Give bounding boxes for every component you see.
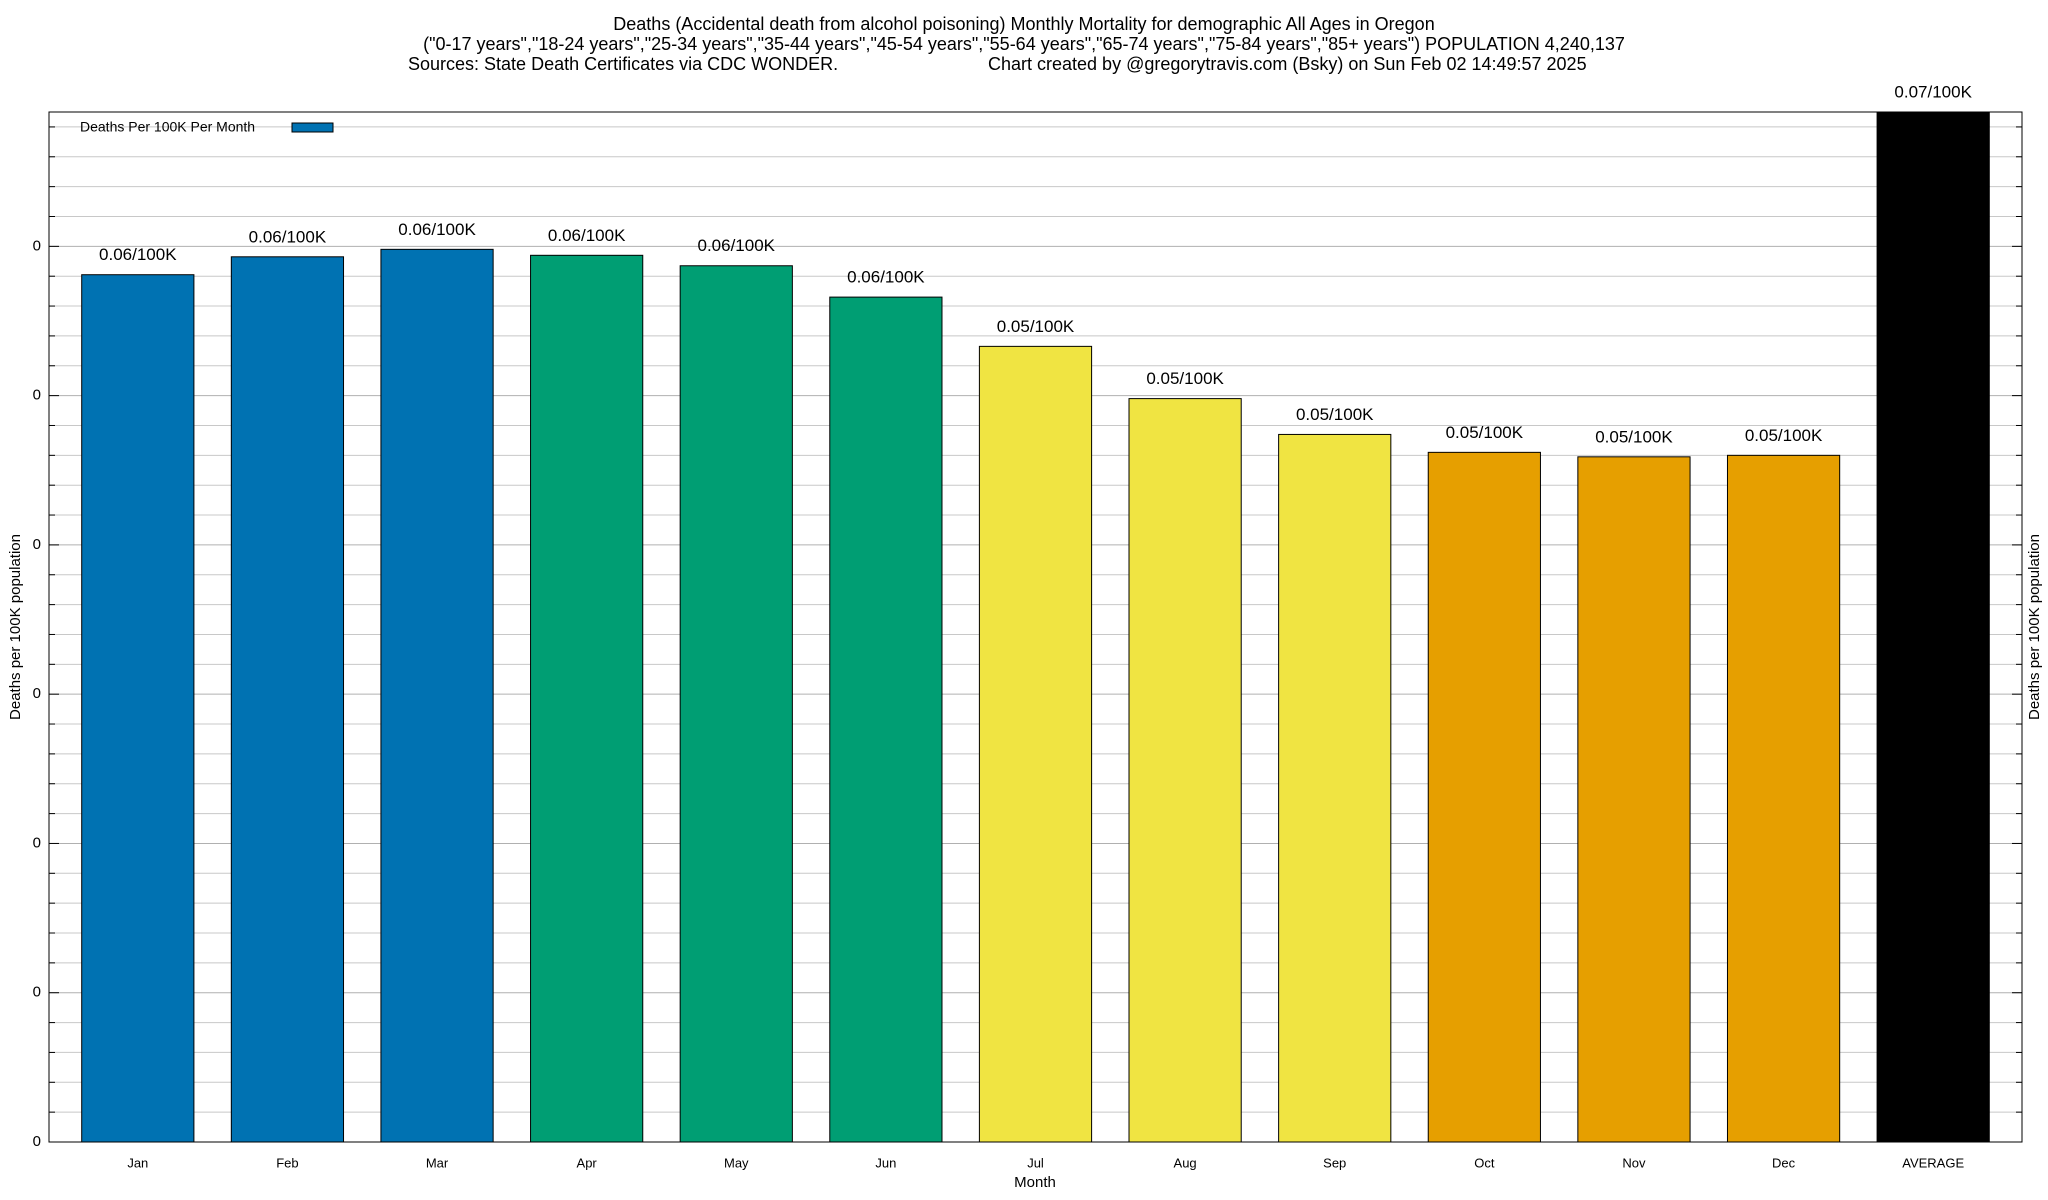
bar <box>978 345 1093 1143</box>
y-axis-label: Deaths per 100K population <box>7 534 24 720</box>
x-tick-label: Jul <box>1027 1155 1044 1170</box>
bar <box>1876 111 1990 1143</box>
y-tick-label: 0 <box>33 834 41 851</box>
value-label: 0.05/100K <box>1296 405 1374 424</box>
value-label: 0.06/100K <box>249 227 327 246</box>
chart-subtitle: ("0-17 years","18-24 years","25-34 years… <box>423 34 1625 54</box>
x-tick-label: May <box>724 1155 749 1170</box>
x-tick-label: Oct <box>1474 1155 1495 1170</box>
x-tick-label: Apr <box>577 1155 598 1170</box>
bar <box>1128 398 1242 1143</box>
value-label: 0.07/100K <box>1894 82 1972 101</box>
x-tick-label: Sep <box>1323 1155 1346 1170</box>
x-tick-label: Nov <box>1622 1155 1646 1170</box>
x-tick-label: AVERAGE <box>1902 1155 1964 1170</box>
chart-title: Deaths (Accidental death from alcohol po… <box>613 14 1434 34</box>
bar <box>1577 456 1691 1143</box>
value-label: 0.05/100K <box>1745 426 1823 445</box>
x-tick-label: Mar <box>426 1155 449 1170</box>
bar <box>230 256 345 1143</box>
x-tick-label: Feb <box>276 1155 298 1170</box>
y-tick-label: 0 <box>33 237 41 254</box>
value-label: 0.05/100K <box>1446 423 1524 442</box>
value-label: 0.05/100K <box>1146 369 1224 388</box>
credit: Chart created by @gregorytravis.com (Bsk… <box>988 54 1587 74</box>
value-label: 0.06/100K <box>99 245 177 264</box>
x-tick-label: Jan <box>127 1155 148 1170</box>
bar <box>679 265 793 1143</box>
value-label: 0.06/100K <box>398 220 476 239</box>
y-tick-label: 0 <box>33 536 41 553</box>
value-label: 0.05/100K <box>1595 427 1673 446</box>
y-tick-label: 0 <box>33 685 41 702</box>
y-tick-label: 0 <box>33 1133 41 1150</box>
bar <box>1427 451 1541 1143</box>
bar <box>380 248 494 1143</box>
x-tick-label: Jun <box>875 1155 896 1170</box>
bar <box>530 254 644 1143</box>
bar <box>1278 433 1392 1143</box>
source: Sources: State Death Certificates via CD… <box>408 54 838 74</box>
x-tick-label: Dec <box>1772 1155 1796 1170</box>
bar <box>1726 454 1841 1143</box>
value-label: 0.06/100K <box>847 268 925 287</box>
plot-frame <box>48 111 2023 1143</box>
value-label: 0.06/100K <box>548 226 626 245</box>
y-tick-label: 0 <box>33 984 41 1001</box>
legend-label: Deaths Per 100K Per Month <box>80 119 255 135</box>
y-tick-label: 0 <box>33 387 41 404</box>
x-tick-label: Aug <box>1174 1155 1197 1170</box>
legend-swatch <box>291 122 334 133</box>
y2-axis-label: Deaths per 100K population <box>2026 534 2043 720</box>
value-label: 0.05/100K <box>997 317 1075 336</box>
value-label: 0.06/100K <box>698 236 776 255</box>
x-axis-label: Month <box>1014 1174 1056 1191</box>
bar <box>81 274 195 1143</box>
bar <box>829 296 943 1143</box>
